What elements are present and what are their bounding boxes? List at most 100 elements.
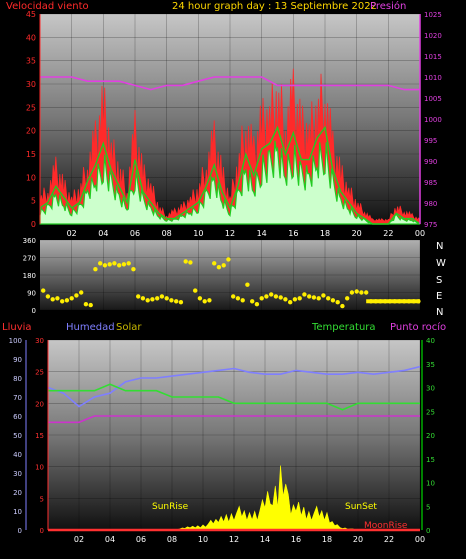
direction-point bbox=[297, 296, 302, 301]
direction-point bbox=[136, 294, 141, 299]
direction-point bbox=[278, 295, 283, 300]
wind-gust-avg-line bbox=[39, 125, 421, 225]
direction-point bbox=[188, 260, 193, 265]
direction-tick-label: 0 bbox=[32, 307, 36, 315]
direction-plot-area bbox=[40, 240, 420, 310]
direction-point bbox=[216, 265, 222, 270]
x-tick-label: 20 bbox=[352, 229, 362, 238]
compass-n-top: N bbox=[436, 241, 443, 252]
temp-left-tick-label: 25 bbox=[35, 369, 44, 377]
direction-point bbox=[254, 302, 260, 307]
x-tick-label: 16 bbox=[291, 535, 301, 544]
pressure-series bbox=[40, 76, 420, 91]
direction-point bbox=[359, 290, 364, 295]
direction-point bbox=[83, 302, 89, 307]
direction-point bbox=[112, 261, 117, 266]
wind-tick-label: 25 bbox=[26, 103, 36, 112]
humidity-tick-label: 40 bbox=[13, 451, 22, 459]
direction-point bbox=[335, 300, 340, 305]
humidity-tick-label: 0 bbox=[18, 527, 22, 535]
x-tick-label: 06 bbox=[130, 229, 140, 238]
chart-title: 24 hour graph day : 13 Septiembre 2022 bbox=[172, 1, 377, 12]
wind-tick-label: 40 bbox=[26, 33, 36, 42]
direction-point bbox=[330, 298, 336, 303]
direction-point bbox=[231, 294, 236, 299]
direction-tick-label: 360 bbox=[23, 237, 36, 245]
direction-point bbox=[311, 295, 317, 300]
wind-tick-label: 45 bbox=[26, 10, 36, 19]
x-tick-label: 22 bbox=[384, 535, 394, 544]
direction-point bbox=[174, 299, 179, 304]
direction-steady-segment bbox=[366, 299, 420, 304]
temp-left-tick-label: 10 bbox=[35, 464, 44, 472]
direction-point bbox=[345, 296, 350, 301]
direction-point bbox=[60, 299, 65, 304]
direction-point bbox=[79, 290, 84, 295]
wind-tick-label: 30 bbox=[26, 80, 36, 89]
temperature-series bbox=[48, 383, 420, 411]
temp-left-tick-label: 0 bbox=[40, 527, 44, 535]
direction-point bbox=[273, 294, 279, 299]
direction-point bbox=[259, 296, 264, 301]
humidity-tick-label: 60 bbox=[13, 413, 22, 421]
wind-tick-label: 15 bbox=[26, 150, 36, 159]
x-tick-label: 04 bbox=[105, 535, 115, 544]
temp-right-tick-label: 5 bbox=[426, 503, 430, 511]
pressure-tick-label: 1000 bbox=[424, 116, 442, 124]
direction-point bbox=[145, 298, 150, 303]
dewpoint-label: Punto rocío bbox=[390, 321, 446, 333]
humidity-tick-label: 10 bbox=[13, 508, 22, 516]
direction-point bbox=[316, 296, 321, 301]
direction-point bbox=[164, 296, 169, 301]
direction-point bbox=[245, 282, 250, 287]
direction-point bbox=[307, 294, 312, 299]
direction-point bbox=[288, 300, 293, 305]
temp-right-tick-label: 10 bbox=[426, 480, 435, 488]
x-tick-label: 16 bbox=[288, 229, 298, 238]
pressure-tick-label: 990 bbox=[424, 158, 437, 166]
x-tick-label: 04 bbox=[98, 229, 108, 238]
compass-w: W bbox=[436, 258, 446, 269]
x-tick-label: 00 bbox=[415, 229, 425, 238]
temp-right-tick-label: 0 bbox=[426, 527, 430, 535]
temp-left-tick-label: 30 bbox=[35, 337, 44, 345]
direction-point bbox=[88, 302, 93, 308]
direction-point bbox=[69, 296, 74, 301]
direction-point bbox=[41, 288, 46, 293]
temp-right-tick-label: 30 bbox=[426, 385, 435, 393]
humidity-label: Humedad bbox=[66, 322, 115, 333]
direction-tick-label: 270 bbox=[23, 255, 36, 263]
temp-left-tick-label: 20 bbox=[35, 400, 44, 408]
direction-point bbox=[197, 296, 203, 301]
direction-point bbox=[326, 296, 331, 301]
compass-s: S bbox=[436, 275, 442, 286]
humidity-tick-label: 50 bbox=[13, 432, 22, 440]
pressure-tick-label: 1005 bbox=[424, 95, 442, 103]
direction-point bbox=[212, 261, 217, 266]
direction-point bbox=[292, 297, 298, 302]
humidity-tick-label: 30 bbox=[13, 470, 22, 478]
direction-point bbox=[74, 293, 79, 298]
solar-label: Solar bbox=[116, 322, 142, 333]
x-tick-label: 20 bbox=[353, 535, 363, 544]
pressure-tick-label: 1025 bbox=[424, 11, 442, 19]
wind-tick-label: 5 bbox=[31, 197, 36, 206]
moonrise-annotation: MoonRise bbox=[364, 521, 408, 531]
direction-point bbox=[321, 293, 326, 298]
x-tick-label: 02 bbox=[67, 229, 77, 238]
direction-point bbox=[102, 263, 108, 268]
x-tick-label: 22 bbox=[383, 229, 393, 238]
pressure-tick-label: 980 bbox=[424, 200, 437, 208]
wind-axis-label: Velocidad viento bbox=[6, 1, 89, 12]
dewpoint-series bbox=[48, 415, 420, 424]
humidity-tick-label: 70 bbox=[13, 394, 22, 402]
direction-point bbox=[221, 263, 226, 268]
x-tick-label: 18 bbox=[322, 535, 332, 544]
direction-tick-label: 90 bbox=[27, 290, 36, 298]
sunrise-annotation: SunRise bbox=[152, 502, 189, 512]
direction-point bbox=[354, 289, 359, 294]
direction-point bbox=[202, 299, 207, 304]
direction-point bbox=[240, 298, 245, 303]
temp-left-tick-label: 5 bbox=[40, 495, 44, 503]
